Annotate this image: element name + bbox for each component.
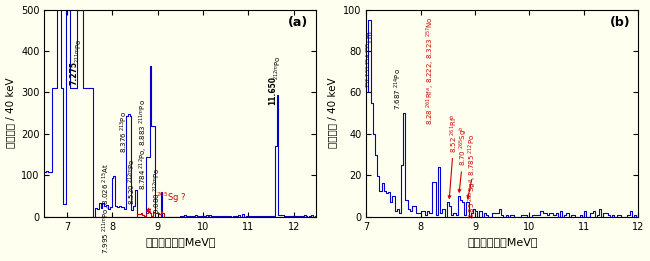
X-axis label: エネルギー（MeV）: エネルギー（MeV） — [145, 237, 216, 247]
Y-axis label: カウント / 40 keV: カウント / 40 keV — [6, 78, 16, 149]
Text: 8.376 $^{213}$Po: 8.376 $^{213}$Po — [119, 111, 131, 153]
Text: 9.080 $^{212m}$Po: 9.080 $^{212m}$Po — [151, 167, 163, 214]
Text: (a): (a) — [288, 16, 308, 29]
Text: (b): (b) — [610, 16, 630, 29]
X-axis label: エネルギー（MeV）: エネルギー（MeV） — [467, 237, 538, 247]
Text: $^{265}$Sg ?: $^{265}$Sg ? — [147, 191, 186, 211]
Text: $^{211m}$Po: $^{211m}$Po — [73, 39, 85, 63]
Text: $^{252,253,254,255}$Fm: $^{252,253,254,255}$Fm — [365, 30, 376, 88]
Text: 8.52 $^{261}$Rf$^{b}$: 8.52 $^{261}$Rf$^{b}$ — [448, 113, 460, 198]
Text: 8.85 $^{265}$Sg$^{a}$, 8.785 $^{212}$Po: 8.85 $^{265}$Sg$^{a}$, 8.785 $^{212}$Po — [466, 134, 478, 219]
Text: 7.687 $^{214}$Po: 7.687 $^{214}$Po — [393, 68, 404, 110]
Text: 8.520 $^{212m}$Po: 8.520 $^{212m}$Po — [127, 159, 138, 205]
Text: 7.995 $^{211m}$Po, 8.026 $^{215}$At: 7.995 $^{211m}$Po, 8.026 $^{215}$At — [101, 163, 113, 254]
Text: $^{212m}$Po: $^{212m}$Po — [273, 55, 285, 80]
Text: 8.784 $^{212}$Po, 8.883 $^{211m}$Po: 8.784 $^{212}$Po, 8.883 $^{211m}$Po — [138, 99, 150, 190]
Text: 7.275: 7.275 — [70, 61, 79, 85]
Text: 8.28 $^{261}$Rf$^{a}$, 8.222, 8.323 $^{257}$No: 8.28 $^{261}$Rf$^{a}$, 8.222, 8.323 $^{2… — [425, 16, 437, 125]
Text: 11.650: 11.650 — [268, 76, 278, 105]
Y-axis label: カウント / 40 keV: カウント / 40 keV — [328, 78, 337, 149]
Text: 8.70 $^{265}$Sg$^{b}$: 8.70 $^{265}$Sg$^{b}$ — [458, 126, 471, 192]
